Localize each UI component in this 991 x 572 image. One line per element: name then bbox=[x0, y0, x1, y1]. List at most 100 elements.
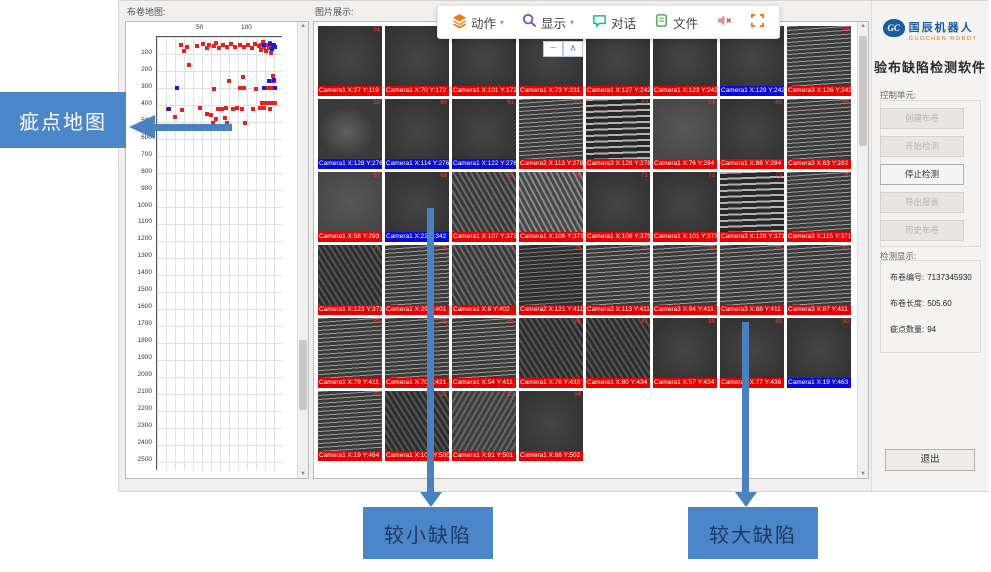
toolbar-mini-controls: − ∧ bbox=[543, 41, 583, 57]
defect-image bbox=[385, 172, 449, 232]
toolbar-item-mute[interactable] bbox=[716, 13, 732, 31]
defect-blue-point bbox=[270, 46, 275, 51]
defect-red-point bbox=[200, 41, 205, 46]
defect-tile[interactable]: 61 Camera1 X:122 Y:276 bbox=[452, 99, 516, 169]
defect-tile[interactable]: 92 Camera1 X:103 Y:500 bbox=[385, 391, 449, 461]
camera-position-label: Camera1 X:57 Y:434 bbox=[653, 378, 717, 388]
defect-image bbox=[452, 391, 516, 451]
large-defect-arrow bbox=[742, 322, 749, 492]
defect-tile[interactable]: 63 Camera3 X:128 Y:278 bbox=[586, 99, 650, 169]
defect-tile[interactable]: 65 Camera1 X:88 Y:284 bbox=[720, 99, 784, 169]
toolbar-item-magnifier[interactable]: 显示 ▾ bbox=[522, 13, 574, 32]
camera-position-label: Camera1 X:80 Y:434 bbox=[586, 378, 650, 388]
defect-red-point bbox=[271, 73, 276, 78]
defect-tile[interactable]: 86 Camera1 X:76 Y:433 bbox=[519, 318, 583, 388]
defect-tile[interactable]: 82 Camera3 X:87 Y:411 bbox=[787, 245, 851, 315]
annotation-small-defect: 较小缺陷 bbox=[363, 507, 493, 559]
camera-position-label: Camera1 X:58 Y:293 bbox=[318, 232, 382, 242]
defect-tile[interactable]: 58 Camera3 X:126 Y:242 bbox=[787, 26, 851, 96]
y-tick-label: 1400 bbox=[137, 269, 152, 277]
defect-image bbox=[787, 172, 851, 232]
scroll-down-icon[interactable]: ▼ bbox=[860, 471, 866, 477]
y-tick-label: 900 bbox=[141, 184, 152, 192]
camera-position-label: Camera3 X:83 Y:282 bbox=[787, 159, 851, 169]
defect-tile[interactable]: 69 Camera1 X:107 Y:373 bbox=[452, 172, 516, 242]
defect-tile[interactable]: 77 Camera1 X:9 Y:402 bbox=[452, 245, 516, 315]
defect-image bbox=[318, 318, 382, 378]
camera-position-label: Camera2 X:121 Y:411 bbox=[519, 305, 583, 315]
defect-tile[interactable]: 90 Camera1 X:19 Y:463 bbox=[787, 318, 851, 388]
defect-tile[interactable]: 76 Camera1 X:29 Y:401 bbox=[385, 245, 449, 315]
collapse-icon[interactable]: − bbox=[543, 41, 563, 57]
scrollbar-thumb[interactable] bbox=[859, 36, 867, 146]
defect-tile[interactable]: 84 Camera1 X:70 Y:421 bbox=[385, 318, 449, 388]
defect-tile[interactable]: 89 Camera1 X:77 Y:436 bbox=[720, 318, 784, 388]
defect-tile[interactable]: 78 Camera2 X:121 Y:411 bbox=[519, 245, 583, 315]
scroll-up-icon[interactable]: ▲ bbox=[300, 23, 306, 29]
toolbar-item-file[interactable]: 文件 bbox=[654, 13, 698, 32]
defect-tile[interactable]: 91 Camera1 X:19 Y:464 bbox=[318, 391, 382, 461]
defect-image bbox=[720, 172, 784, 232]
defect-tile[interactable]: 74 Camera3 X:115 Y:371 bbox=[787, 172, 851, 242]
defect-tile[interactable]: 59 Camera1 X:128 Y:276 bbox=[318, 99, 382, 169]
defect-tile[interactable]: 93 Camera1 X:91 Y:501 bbox=[452, 391, 516, 461]
defect-tile[interactable]: 67 Camera1 X:58 Y:293 bbox=[318, 172, 382, 242]
defect-red-point bbox=[272, 101, 277, 106]
defect-red-point bbox=[217, 45, 222, 50]
toolbar-item-fullscreen[interactable] bbox=[750, 13, 765, 31]
control-panel: GC 国辰机器人 GUOCHEN ROBOT 验布缺陷检测软件 控制单元: 检测… bbox=[871, 1, 988, 491]
exit-button[interactable]: 退出 bbox=[885, 449, 975, 471]
y-tick-label: 800 bbox=[141, 167, 152, 175]
defect-image bbox=[586, 318, 650, 378]
control-button-3[interactable]: 停止检测 bbox=[880, 164, 964, 185]
camera-position-label: Camera3 X:113 Y:411 bbox=[586, 305, 650, 315]
defect-image bbox=[385, 318, 449, 378]
camera-position-label: Camera1 X:66 Y:502 bbox=[519, 451, 583, 461]
camera-position-label: Camera1 X:9 Y:402 bbox=[452, 305, 516, 315]
layers-icon bbox=[452, 13, 467, 31]
defect-tile[interactable]: 88 Camera1 X:57 Y:434 bbox=[653, 318, 717, 388]
defect-tile[interactable]: 94 Camera1 X:66 Y:502 bbox=[519, 391, 583, 461]
defect-image bbox=[586, 99, 650, 159]
scrollbar-thumb[interactable] bbox=[299, 340, 307, 410]
defect-id-badge: 77 bbox=[507, 246, 514, 252]
defect-red-point bbox=[261, 40, 266, 45]
camera-position-label: Camera1 X:79 Y:411 bbox=[318, 378, 382, 388]
defect-red-point bbox=[180, 107, 185, 112]
scroll-down-icon[interactable]: ▼ bbox=[300, 471, 306, 477]
defect-tile[interactable]: 60 Camera1 X:114 Y:276 bbox=[385, 99, 449, 169]
defect-tile[interactable]: 68 Camera1 X:22 Y:342 bbox=[385, 172, 449, 242]
defect-red-point bbox=[173, 115, 177, 120]
toolbar-item-chat[interactable]: 对话 bbox=[592, 13, 636, 32]
y-tick-label: 2300 bbox=[137, 421, 152, 429]
defect-tile[interactable]: 62 Camera2 X:113 Y:278 bbox=[519, 99, 583, 169]
defect-tile[interactable]: 75 Camera1 X:123 Y:371 bbox=[318, 245, 382, 315]
defect-tile[interactable]: 83 Camera1 X:79 Y:411 bbox=[318, 318, 382, 388]
defect-id-badge: 74 bbox=[842, 173, 849, 179]
defect-tile[interactable]: 79 Camera3 X:113 Y:411 bbox=[586, 245, 650, 315]
defect-tile[interactable]: 73 Camera3 X:128 Y:371 bbox=[720, 172, 784, 242]
defect-red-point bbox=[233, 45, 238, 50]
camera-position-label: Camera3 X:115 Y:371 bbox=[787, 232, 851, 242]
defect-map-scrollbar[interactable]: ▲ ▼ bbox=[297, 22, 308, 478]
defect-tile[interactable]: 66 Camera3 X:83 Y:282 bbox=[787, 99, 851, 169]
defect-tile[interactable]: 85 Camera1 X:54 Y:411 bbox=[452, 318, 516, 388]
toolbar-item-layers[interactable]: 动作 ▾ bbox=[452, 13, 504, 32]
defect-tile[interactable]: 51 Camera1 X:27 Y:119 bbox=[318, 26, 382, 96]
defect-tile[interactable]: 52Camera1 X:70 Y:172 bbox=[385, 26, 449, 96]
defect-image bbox=[318, 245, 382, 305]
scroll-up-icon[interactable]: ▲ bbox=[860, 23, 866, 29]
defect-tile[interactable]: 80 Camera3 X:94 Y:411 bbox=[653, 245, 717, 315]
defect-image bbox=[586, 172, 650, 232]
expand-up-icon[interactable]: ∧ bbox=[563, 41, 583, 57]
defect-tile[interactable]: 71 Camera1 X:106 Y:375 bbox=[586, 172, 650, 242]
image-panel-scrollbar[interactable]: ▲ ▼ bbox=[857, 22, 868, 478]
defect-tile[interactable]: 72 Camera1 X:101 Y:373 bbox=[653, 172, 717, 242]
defect-tile[interactable]: 87 Camera1 X:80 Y:434 bbox=[586, 318, 650, 388]
defect-tile[interactable]: 70 Camera1 X:106 Y:373 bbox=[519, 172, 583, 242]
defect-tile[interactable]: 64 Camera1 X:76 Y:284 bbox=[653, 99, 717, 169]
defect-red-point bbox=[266, 45, 271, 50]
defect-tile[interactable]: 81 Camera3 X:88 Y:411 bbox=[720, 245, 784, 315]
company-logo: GC 国辰机器人 GUOCHEN ROBOT bbox=[872, 19, 988, 42]
defect-red-point bbox=[182, 48, 186, 53]
